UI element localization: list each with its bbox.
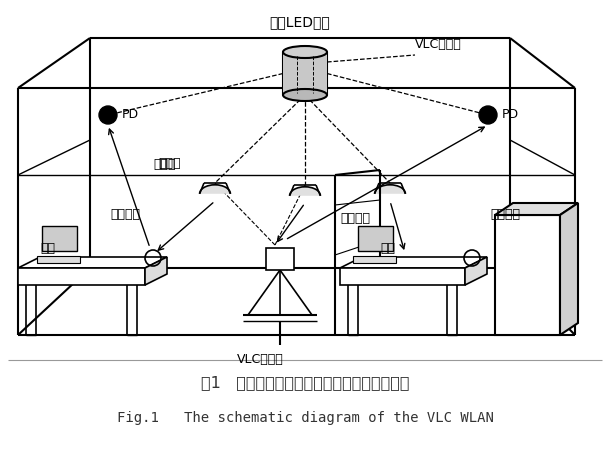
- Circle shape: [99, 106, 117, 124]
- Polygon shape: [353, 256, 396, 263]
- Text: PD: PD: [502, 109, 519, 121]
- Text: 白光LED光源: 白光LED光源: [270, 15, 331, 29]
- Text: PD: PD: [122, 109, 139, 121]
- Text: 用户: 用户: [380, 241, 395, 255]
- Text: 前向链路: 前向链路: [490, 208, 520, 222]
- Text: 天花板: 天花板: [158, 157, 181, 170]
- Polygon shape: [283, 52, 327, 95]
- Text: 用户: 用户: [40, 241, 55, 255]
- Circle shape: [479, 106, 497, 124]
- Text: 反向链路: 反向链路: [340, 212, 370, 224]
- Text: 天花板: 天花板: [153, 158, 176, 171]
- Polygon shape: [340, 268, 465, 285]
- Text: 前向链路: 前向链路: [110, 208, 140, 222]
- Polygon shape: [18, 257, 167, 268]
- Polygon shape: [358, 226, 393, 251]
- Polygon shape: [199, 185, 231, 194]
- Polygon shape: [495, 203, 578, 215]
- Polygon shape: [560, 203, 578, 335]
- Polygon shape: [290, 187, 320, 196]
- Polygon shape: [37, 256, 80, 263]
- Text: Fig.1   The schematic diagram of the VLC WLAN: Fig.1 The schematic diagram of the VLC W…: [117, 411, 493, 425]
- Ellipse shape: [283, 89, 327, 101]
- Text: VLC适配器: VLC适配器: [237, 353, 284, 366]
- Polygon shape: [266, 248, 294, 270]
- Polygon shape: [495, 215, 560, 335]
- Text: 图1   基于可见光通信的无线局域网系统结构图: 图1 基于可见光通信的无线局域网系统结构图: [201, 376, 409, 391]
- Polygon shape: [42, 226, 77, 251]
- Polygon shape: [18, 268, 145, 285]
- Polygon shape: [145, 257, 167, 285]
- Polygon shape: [465, 257, 487, 285]
- Ellipse shape: [283, 46, 327, 58]
- Polygon shape: [340, 257, 487, 268]
- Text: VLC集线器: VLC集线器: [415, 38, 462, 51]
- Polygon shape: [375, 185, 406, 194]
